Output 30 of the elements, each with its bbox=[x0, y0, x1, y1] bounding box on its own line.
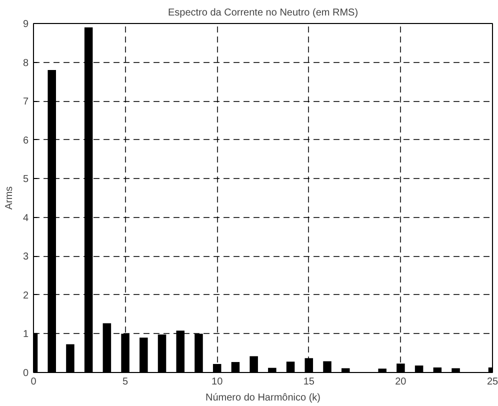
bar bbox=[341, 368, 350, 372]
bar bbox=[378, 368, 386, 372]
y-tick-label: 9 bbox=[22, 19, 29, 30]
x-tick-label: 15 bbox=[303, 376, 315, 388]
bar bbox=[414, 366, 424, 372]
x-tick-label: 10 bbox=[212, 376, 224, 388]
y-tick-label: 2 bbox=[22, 290, 29, 302]
bar bbox=[286, 362, 295, 372]
x-tick-label: 5 bbox=[122, 376, 129, 388]
bar bbox=[102, 323, 112, 372]
bar bbox=[250, 356, 258, 372]
y-tick-label: 5 bbox=[22, 174, 29, 186]
x-tick-label: 25 bbox=[486, 376, 498, 388]
y-tick-label: 4 bbox=[22, 212, 29, 224]
chart-title: Espectro da Corrente no Neutro (em RMS) bbox=[168, 8, 358, 18]
x-tick-label: 20 bbox=[395, 376, 407, 388]
bar bbox=[140, 338, 148, 372]
x-axis-title: Número do Harmônico (k) bbox=[205, 392, 321, 404]
y-tick-label: 7 bbox=[22, 96, 29, 108]
y-tick-label: 8 bbox=[22, 58, 29, 69]
y-tick-label: 1 bbox=[22, 329, 29, 340]
bar bbox=[323, 361, 332, 372]
y-tick-label: 6 bbox=[22, 135, 29, 146]
bar bbox=[231, 362, 240, 372]
y-axis-title: Arms bbox=[4, 186, 15, 210]
x-tick-label: 0 bbox=[30, 376, 37, 388]
y-tick-label: 0 bbox=[22, 368, 29, 379]
bar bbox=[66, 344, 74, 372]
y-tick-label: 3 bbox=[22, 252, 29, 263]
bar bbox=[452, 368, 460, 372]
